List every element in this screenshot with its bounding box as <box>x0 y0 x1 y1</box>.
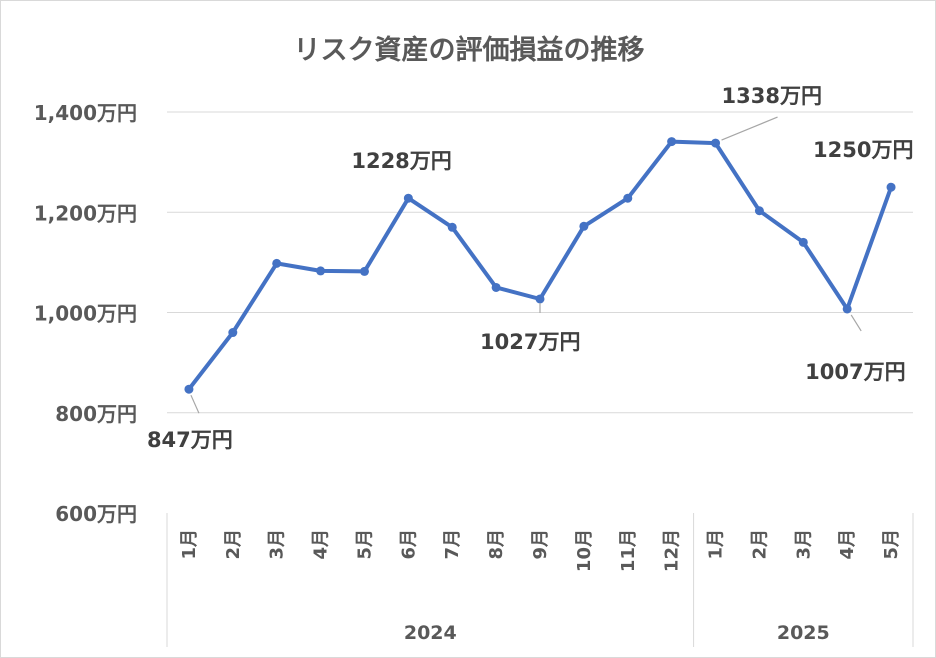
x-tick-label: 4月 <box>837 529 858 560</box>
data-point <box>798 237 808 247</box>
x-tick-label: 3月 <box>267 529 288 560</box>
data-label: 1338万円 <box>722 84 822 108</box>
series-revenue <box>184 137 896 394</box>
data-point <box>272 258 282 268</box>
data-point <box>228 328 238 338</box>
data-label: 1027万円 <box>480 330 580 354</box>
data-point <box>842 304 852 314</box>
data-point <box>316 266 326 276</box>
data-label: 1228万円 <box>351 149 451 173</box>
data-point <box>447 222 457 232</box>
x-tick-label: 2月 <box>749 529 770 560</box>
year-labels: 2024 2025 <box>404 622 830 644</box>
data-labels: 847万円 1228万円 1027万円 1338万円 1007万円 1250万円 <box>147 84 914 452</box>
x-axis-labels: 1月 2月 3月 4月 5月 6月 7月 8月 9月 10月 11月 12月 1月 2月 3月 4月 5月 <box>179 529 902 572</box>
data-point <box>579 221 589 231</box>
data-point <box>667 137 677 147</box>
gridlines <box>167 111 913 414</box>
x-tick-label: 7月 <box>442 529 463 560</box>
x-tick-label: 2月 <box>223 529 244 560</box>
x-tick-label: 11月 <box>618 529 639 572</box>
leader-line <box>721 116 778 141</box>
y-tick-label: 600万円 <box>55 502 137 526</box>
y-tick-label: 1,400万円 <box>34 101 137 125</box>
year-label: 2025 <box>777 622 830 644</box>
x-tick-label: 9月 <box>530 529 551 560</box>
data-point <box>184 384 194 394</box>
y-tick-label: 1,200万円 <box>34 201 137 225</box>
data-label: 847万円 <box>147 428 233 452</box>
category-axis <box>166 513 914 647</box>
y-tick-label: 800万円 <box>55 402 137 426</box>
x-tick-label: 6月 <box>398 529 419 560</box>
x-tick-label: 3月 <box>793 529 814 560</box>
x-tick-label: 1月 <box>179 529 200 560</box>
data-point <box>403 193 413 203</box>
leader-line <box>190 394 200 414</box>
data-point <box>359 266 369 276</box>
y-tick-label: 1,000万円 <box>34 302 137 326</box>
data-point <box>754 206 764 216</box>
data-point <box>623 193 633 203</box>
chart-title: リスク資産の評価損益の推移 <box>294 34 645 66</box>
data-point <box>491 282 501 292</box>
x-tick-label: 4月 <box>311 529 332 560</box>
data-point <box>711 138 721 148</box>
x-tick-label: 10月 <box>574 529 595 572</box>
year-label: 2024 <box>404 622 457 644</box>
leader-line <box>850 314 862 332</box>
data-point <box>886 182 896 192</box>
x-tick-label: 5月 <box>354 529 375 560</box>
y-axis-labels: 600万円 800万円 1,000万円 1,200万円 1,400万円 <box>34 101 137 526</box>
x-tick-label: 5月 <box>881 529 902 560</box>
data-label: 1007万円 <box>805 360 905 384</box>
data-label: 1250万円 <box>813 138 913 162</box>
x-tick-label: 8月 <box>486 529 507 560</box>
x-tick-label: 1月 <box>706 529 727 560</box>
x-tick-label: 12月 <box>662 529 683 572</box>
data-point <box>535 294 545 304</box>
